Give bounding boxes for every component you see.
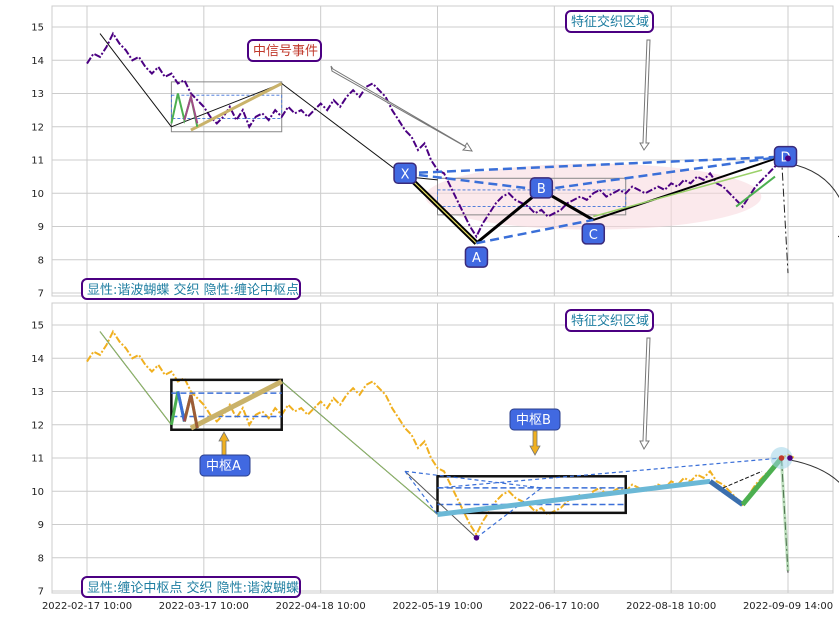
point-label-x: X [393, 162, 417, 185]
annotation-feature-zone-top: 特征交织区域 [565, 10, 654, 33]
y-tick-label: 13 [31, 89, 44, 100]
point-label-text: X [401, 167, 410, 182]
projection-line-top [781, 156, 789, 274]
legend-top-text: 显性:谐波蝴蝶 交织 隐性:缠论中枢点 [87, 282, 299, 298]
point-label-b: B [529, 177, 554, 199]
feature-arrow-top [639, 39, 651, 151]
butterfly-dash-xd [404, 155, 782, 175]
point-label-box [581, 223, 606, 245]
point-label-box [529, 177, 554, 199]
zhongshu-b-arrow [529, 430, 541, 456]
interleave-zone-ellipse [425, 163, 762, 230]
y-tick-label: 7 [38, 289, 44, 300]
zhongshu-a-arrow [218, 431, 230, 456]
bi-stroke-thin [404, 470, 477, 539]
legend-bottom-text: 显性:缠论中枢点 交织 隐性:谐波蝴蝶 [87, 580, 299, 596]
y-tick-label: 9 [38, 222, 44, 233]
zhongshu-box-a-inner [170, 94, 283, 119]
bottom-panel-frame [51, 302, 834, 594]
y-tick-label: 8 [38, 255, 44, 266]
point-label-text: A [472, 251, 481, 266]
x-tick-label: 2022-05-19 10:00 [392, 601, 482, 612]
y-tick-label: 8 [38, 553, 44, 564]
y-tick-label: 7 [38, 587, 44, 598]
legend-top: 显性:谐波蝴蝶 交织 隐性:缠论中枢点 [81, 278, 301, 300]
y-tick-label: 11 [31, 454, 44, 465]
annotation-feature-zone-top-text: 特征交织区域 [571, 14, 649, 30]
zhongshu-a-label: 中枢A [199, 454, 251, 477]
point-label-c: C [581, 223, 606, 245]
top-panel-frame [51, 5, 834, 297]
x-tick-label: 2022-06-17 10:00 [509, 601, 599, 612]
segment-cyan [437, 478, 711, 517]
zhongshu-b-label: 中枢B [509, 408, 561, 431]
recent-dash [722, 470, 763, 489]
wiggle-red-bottom [182, 394, 199, 429]
x-tick-label: 2022-04-18 10:00 [276, 601, 366, 612]
legend-bottom: 显性:缠论中枢点 交织 隐性:谐波蝴蝶 [81, 576, 301, 598]
y-tick-label: 13 [31, 387, 44, 398]
x-tick-label: 2022-03-17 10:00 [159, 601, 249, 612]
hidden-dash [437, 457, 782, 489]
x-tick-label: 2022-02-17 10:00 [42, 601, 132, 612]
bi-stroke-inner [99, 331, 172, 426]
point-label-text: C [589, 228, 598, 243]
y-tick-label: 15 [31, 321, 44, 332]
d-marker [785, 155, 791, 162]
zhongshu-a-label-text: 中枢A [206, 459, 241, 474]
feature-arrow-bottom [639, 337, 651, 451]
point-label-a: A [464, 246, 489, 268]
y-tick-label: 10 [31, 189, 44, 200]
y-tick-label: 14 [31, 354, 44, 365]
y-tick-label: 11 [31, 156, 44, 167]
point-label-text: B [537, 182, 546, 197]
y-tick-label: 12 [31, 122, 44, 133]
bi-stroke [171, 83, 282, 128]
zhongshu-segment-tan [190, 82, 283, 132]
low-marker [473, 535, 480, 541]
wiggle-purple [183, 92, 199, 124]
zhongshu-box-b [436, 475, 627, 515]
hidden-dash [404, 470, 542, 489]
butterfly-dash-xb [404, 172, 542, 192]
tan-segment [189, 379, 283, 431]
segment-blue [708, 479, 745, 507]
x-tick-label: 2022-08-18 10:00 [626, 601, 716, 612]
y-tick-label: 10 [31, 487, 44, 498]
butterfly-leg-cd-inner [593, 169, 763, 218]
point-label-box [464, 246, 489, 268]
target-curve-top [787, 162, 839, 199]
axes-labels: 7 8 9 10 11 12 13 14 15 7 8 9 10 11 12 13 14 15 2022-02-17… [31, 23, 833, 613]
feature-marker [778, 455, 785, 461]
y-tick-label: 14 [31, 56, 44, 67]
annotation-feature-zone-bottom-text: 特征交织区域 [571, 313, 649, 329]
butterfly-leg-xa-inner [404, 172, 477, 244]
x-tick-label: 2022-09-09 14:00 [743, 601, 833, 612]
y-tick-label: 9 [38, 520, 44, 531]
recent-green-line [735, 175, 776, 208]
butterfly-dash-ac [476, 218, 594, 245]
point-label-box [393, 162, 417, 185]
butterfly-leg-cd [592, 155, 782, 221]
wiggle-blue-bottom [176, 391, 186, 422]
feature-marker [787, 455, 793, 461]
bi-stroke [99, 33, 172, 128]
hidden-dash [404, 470, 438, 515]
butterfly-dash-bd [541, 155, 782, 192]
zhongshu-box-a [170, 378, 283, 431]
projection-line-bottom-green [780, 461, 790, 572]
target-curve-bottom [787, 459, 839, 484]
annotation-signal-event-text: 中信号事件 [253, 44, 318, 59]
bi-stroke-inner [281, 381, 438, 515]
bottom-panel [86, 155, 839, 573]
annotation-signal-event: 中信号事件 [247, 39, 322, 62]
signal-arrow [330, 65, 473, 152]
y-tick-label: 12 [31, 420, 44, 431]
zhongshu-b-label-text: 中枢B [516, 413, 551, 428]
annotation-feature-zone-bottom: 特征交织区域 [565, 309, 654, 332]
zhongshu-box-b-inner [437, 189, 627, 207]
y-tick-label: 15 [31, 23, 44, 34]
